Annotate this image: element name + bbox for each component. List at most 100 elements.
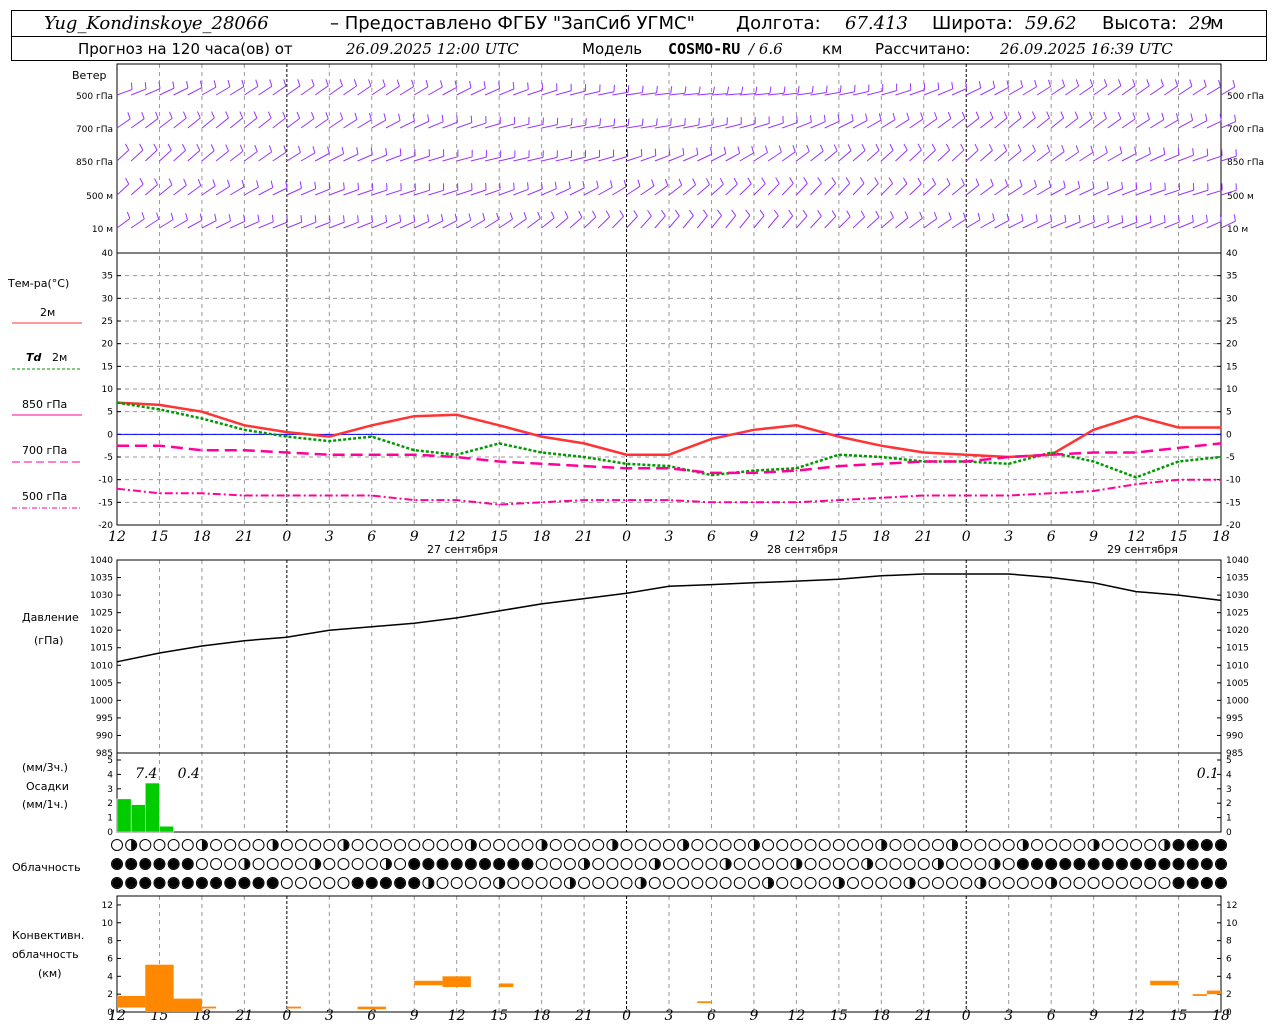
wind-barb-flag	[1064, 214, 1067, 222]
temp-700-point	[965, 494, 968, 497]
cloud-cover-symbol	[733, 877, 746, 889]
wind-level-label-right: 500 гПа	[1227, 92, 1264, 102]
wind-barb-flag	[861, 143, 866, 151]
wind-barb-flag	[257, 214, 260, 222]
cloud-cover-symbol	[946, 858, 959, 870]
wind-barb-flag	[919, 211, 923, 219]
temp-ytick-right: 40	[1226, 249, 1238, 259]
pressure-point	[1177, 594, 1180, 596]
wind-barb	[371, 85, 386, 96]
convective-bar	[442, 976, 471, 988]
wind-barb-flag	[1046, 111, 1050, 119]
wind-barb-flag	[127, 112, 131, 120]
dewpoint-2m-point	[116, 401, 118, 404]
wind-barb-flag	[655, 118, 658, 126]
wind-barb	[258, 187, 273, 196]
wind-barb	[498, 189, 515, 196]
wind-barb	[895, 89, 911, 96]
wind-barb	[513, 218, 527, 229]
temp-2m-point	[880, 444, 883, 447]
wind-barb-flag	[440, 214, 444, 222]
wind-barb-flag	[960, 143, 965, 151]
temp-xtick-label: 18	[193, 529, 211, 545]
cloud-cover-fill	[451, 859, 462, 869]
cloud-cover-symbol	[1059, 839, 1072, 851]
wind-barb	[484, 156, 501, 162]
wind-barb-flag	[214, 213, 217, 221]
convective-bar	[286, 1006, 301, 1009]
wind-barb	[130, 88, 147, 96]
precip-ytick-left: 4	[107, 770, 113, 780]
wind-barb	[583, 124, 600, 129]
cloud-cover-symbol	[266, 858, 279, 870]
convective-bar	[499, 983, 514, 988]
wind-barb-flag	[674, 209, 680, 217]
pressure-point	[371, 626, 373, 628]
wind-barb	[768, 92, 785, 96]
wind-barb-flag	[1161, 112, 1165, 120]
wind-barb-flag	[717, 209, 722, 216]
wind-barb	[258, 85, 273, 96]
wind-barb-flag	[168, 178, 173, 186]
dewpoint-2m-point	[413, 449, 416, 452]
wind-barb-flag	[1135, 215, 1138, 223]
wind-barb-flag	[181, 143, 187, 151]
wind-barb-flag	[1191, 214, 1194, 222]
wind-barb-flag	[811, 85, 814, 93]
wind-barb-flag	[427, 214, 430, 222]
wind-barb-flag	[1118, 79, 1122, 87]
convective-bar	[414, 980, 443, 986]
wind-barb	[399, 120, 415, 129]
legend-t700-label: 700 гПа	[22, 444, 67, 457]
wind-barb-flag	[889, 143, 894, 151]
wind-barb	[753, 122, 770, 129]
wind-barb-flag	[183, 111, 187, 119]
wind-barb-flag	[370, 147, 373, 155]
pressure-ytick-left: 1040	[90, 556, 113, 566]
wind-barb-flag	[564, 211, 569, 218]
wind-barb-flag	[712, 86, 715, 94]
wind-barb-flag	[933, 112, 938, 119]
wind-barb-flag	[441, 114, 444, 122]
pressure-point	[880, 575, 882, 577]
wind-barb	[1164, 154, 1180, 162]
wind-barb	[852, 216, 865, 229]
wind-barb	[909, 183, 922, 196]
wind-barb	[385, 189, 402, 196]
wind-level-label-right: 700 гПа	[1227, 125, 1264, 135]
wind-barb	[1121, 85, 1136, 96]
wind-barb	[895, 118, 910, 129]
cloud-cover-symbol	[790, 839, 803, 851]
wind-barb-flag	[696, 147, 699, 155]
wind-barb	[470, 122, 487, 129]
wind-barb-flag	[139, 143, 144, 151]
wind-barb	[824, 120, 840, 129]
cloud-cover-symbol	[592, 839, 605, 851]
cloud-title: Облачность	[12, 861, 81, 874]
wind-barb	[343, 221, 359, 229]
conv-xtick-label: 15	[490, 1008, 508, 1024]
wind-barb	[144, 184, 158, 196]
wind-barb	[796, 151, 810, 162]
pressure-point	[456, 617, 458, 619]
wind-barb-flag	[139, 177, 144, 185]
cloud-cover-symbol	[309, 839, 322, 851]
wind-barb-flag	[183, 178, 187, 186]
pressure-point	[838, 578, 840, 580]
wind-barb-flag	[1003, 144, 1008, 151]
wind-barb	[951, 184, 965, 196]
wind-barb-flag	[454, 213, 458, 221]
wind-barb	[1036, 86, 1051, 96]
longitude-value: 67.413	[845, 13, 908, 34]
cloud-cover-symbol	[521, 839, 534, 851]
cloud-cover-fill	[1216, 840, 1226, 850]
wind-barb-flag	[682, 147, 685, 156]
wind-barb	[880, 183, 893, 196]
wind-barb	[513, 88, 529, 96]
wind-barb-flag	[241, 179, 245, 187]
wind-barb-flag	[903, 143, 908, 151]
wind-barb-flag	[356, 147, 359, 155]
wind-barb	[272, 221, 288, 229]
wind-barb	[668, 215, 680, 229]
wind-barb-flag	[154, 178, 158, 185]
